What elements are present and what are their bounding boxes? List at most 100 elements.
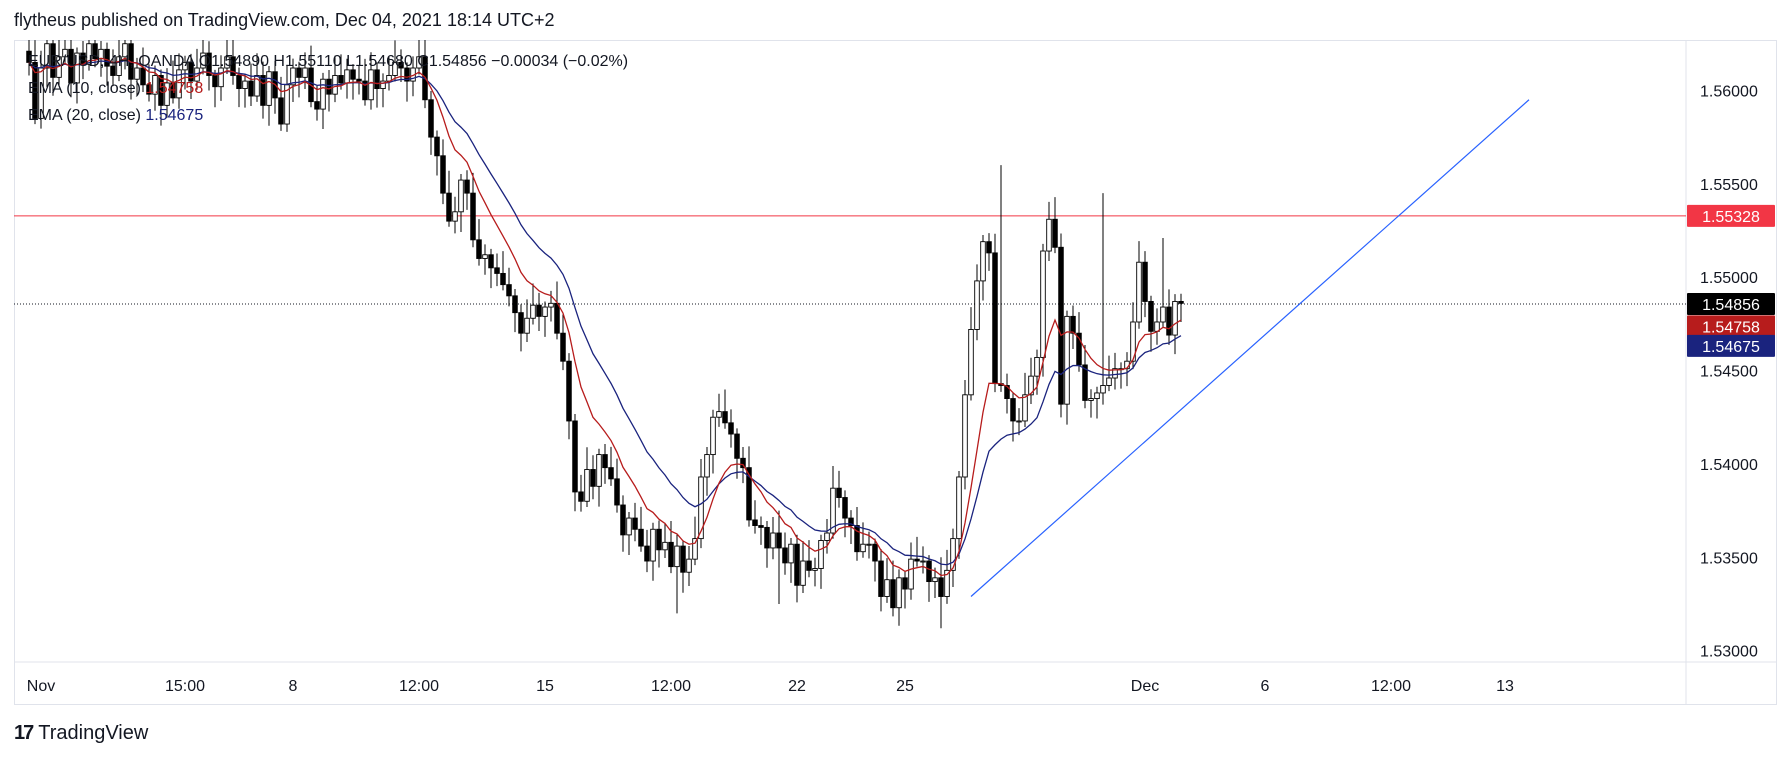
candle-body bbox=[482, 254, 488, 259]
candle-body bbox=[878, 560, 884, 597]
price-tick-label: 1.53000 bbox=[1700, 644, 1758, 661]
candle-body bbox=[728, 422, 734, 435]
candle-body bbox=[956, 476, 962, 540]
plot-area[interactable] bbox=[14, 22, 1686, 629]
candle-body bbox=[152, 75, 158, 95]
candle-body bbox=[740, 457, 746, 469]
candle-body bbox=[608, 467, 614, 480]
candle-body bbox=[986, 241, 992, 254]
candle-body bbox=[812, 568, 818, 571]
candle-body bbox=[746, 467, 752, 521]
candle-body bbox=[122, 43, 128, 58]
candle-body bbox=[1172, 300, 1178, 336]
candle-body bbox=[218, 67, 224, 88]
candle-body bbox=[266, 71, 272, 106]
ema20-legend[interactable]: EMA (20, close) 1.54675 bbox=[28, 107, 203, 125]
time-tick-label: 8 bbox=[289, 678, 298, 695]
candle-body bbox=[950, 538, 956, 571]
candle-body bbox=[290, 67, 296, 86]
time-tick-label: 25 bbox=[896, 678, 914, 695]
candle-body bbox=[356, 78, 362, 82]
price-tick-label: 1.55500 bbox=[1700, 177, 1758, 194]
ema10-line bbox=[28, 57, 1182, 577]
symbol-legend[interactable]: EUR/USD, 4H, OANDA O1.54890 H1.55110 L1.… bbox=[28, 53, 628, 71]
time-tick-label: Nov bbox=[27, 678, 55, 695]
candle-body bbox=[92, 43, 98, 60]
candle-body bbox=[434, 136, 440, 157]
resistance-price-tag-label: 1.55328 bbox=[1702, 209, 1760, 226]
tradingview-brand: TradingView bbox=[38, 722, 149, 744]
candle-body bbox=[176, 69, 182, 99]
ema10-price-tag bbox=[1687, 315, 1775, 338]
candle-body bbox=[110, 65, 116, 76]
time-tick-label: 15:00 bbox=[165, 678, 205, 695]
candle-body bbox=[134, 67, 140, 80]
candle-body bbox=[1022, 394, 1028, 422]
price-tick-label: 1.53500 bbox=[1700, 550, 1758, 567]
candle-body bbox=[230, 56, 236, 76]
candle-body bbox=[620, 504, 626, 536]
candle-body bbox=[944, 569, 950, 597]
candle-body bbox=[236, 75, 242, 90]
time-tick-label: 6 bbox=[1261, 678, 1270, 695]
candle-body bbox=[722, 411, 728, 424]
candle-body bbox=[632, 517, 638, 530]
candle-body bbox=[764, 526, 770, 549]
candle-body bbox=[920, 560, 926, 563]
candle-body bbox=[662, 541, 668, 551]
candle-body bbox=[704, 454, 710, 478]
candle-body bbox=[512, 295, 518, 314]
ema10-label: EMA (10, close) bbox=[28, 80, 141, 97]
candle-body bbox=[1136, 261, 1142, 323]
tradingview-footer[interactable]: 17 TradingView bbox=[14, 722, 148, 745]
candle-body bbox=[1034, 357, 1040, 377]
tradingview-logo-icon: 17 bbox=[14, 722, 34, 744]
candle-body bbox=[428, 99, 434, 138]
candle-body bbox=[692, 538, 698, 560]
published-header: flytheus published on TradingView.com, D… bbox=[14, 10, 555, 30]
candle-body bbox=[560, 332, 566, 362]
candle-body bbox=[44, 43, 50, 69]
candle-body bbox=[782, 547, 788, 564]
candle-body bbox=[614, 478, 620, 506]
candle-body bbox=[188, 61, 194, 82]
candle-body bbox=[698, 476, 704, 540]
ema20-label: EMA (20, close) bbox=[28, 107, 141, 124]
candle-body bbox=[374, 69, 380, 90]
candle-body bbox=[548, 302, 554, 308]
candle-body bbox=[1040, 250, 1046, 358]
candle-body bbox=[164, 82, 170, 106]
candle-body bbox=[506, 284, 512, 297]
candle-body bbox=[446, 192, 452, 222]
price-tick-label: 1.54500 bbox=[1700, 364, 1758, 381]
price-tick-label: 1.56000 bbox=[1700, 83, 1758, 100]
current-price-tag bbox=[1687, 293, 1775, 316]
candle-body bbox=[200, 52, 206, 69]
ema10-price-tag-label: 1.54758 bbox=[1702, 319, 1760, 336]
candle-body bbox=[104, 48, 110, 67]
symbol-ohlc-text: EUR/USD, 4H, OANDA O1.54890 H1.55110 L1.… bbox=[28, 53, 629, 70]
candle-body bbox=[806, 560, 812, 571]
candle-body bbox=[362, 80, 368, 101]
candle-body bbox=[650, 528, 656, 562]
candle-body bbox=[1088, 398, 1094, 401]
ema10-legend[interactable]: EMA (10, close) 1.54758 bbox=[28, 80, 203, 98]
candle-body bbox=[788, 543, 794, 564]
candle-body bbox=[1130, 321, 1136, 362]
candle-body bbox=[494, 267, 500, 274]
candle-body bbox=[626, 517, 632, 536]
candle-body bbox=[524, 317, 530, 334]
time-tick-label: 12:00 bbox=[399, 678, 439, 695]
current-price-tag-label: 1.54856 bbox=[1702, 297, 1760, 314]
candle-body bbox=[1082, 364, 1088, 401]
candle-body bbox=[968, 329, 974, 396]
candle-body bbox=[566, 360, 572, 422]
candle-body bbox=[404, 67, 410, 82]
candle-body bbox=[416, 56, 422, 69]
candle-body bbox=[818, 540, 824, 569]
candle-body bbox=[578, 491, 584, 502]
candle-body bbox=[1148, 300, 1154, 332]
chart-frame[interactable] bbox=[14, 40, 1777, 705]
candle-body bbox=[584, 469, 590, 502]
